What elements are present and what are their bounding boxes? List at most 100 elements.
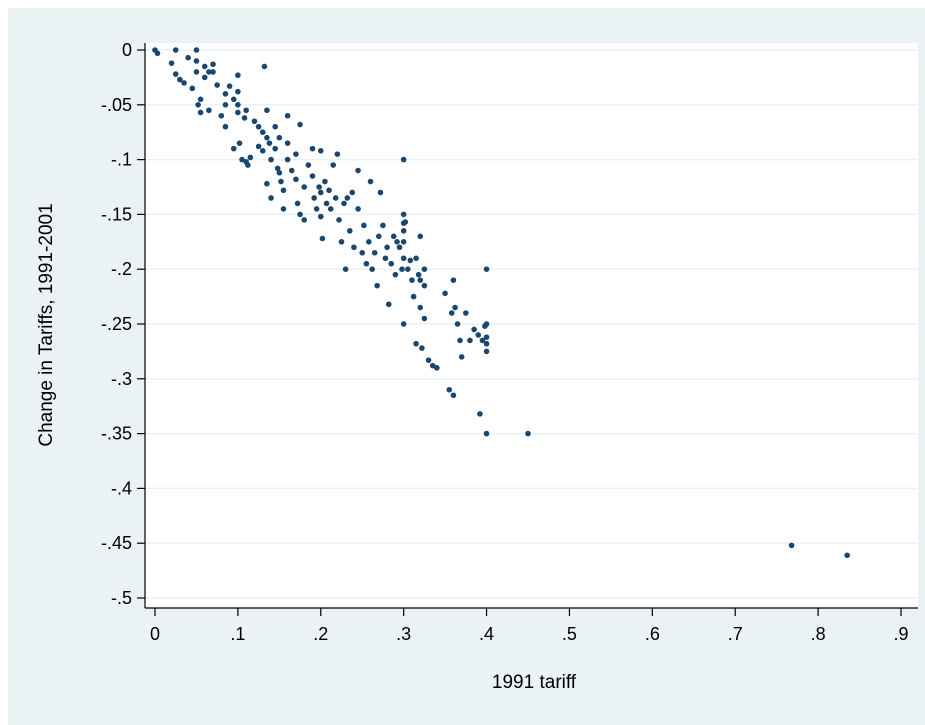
data-point (319, 235, 326, 242)
data-point (214, 82, 220, 88)
data-point (264, 134, 270, 141)
data-point (206, 69, 212, 75)
data-point (385, 301, 392, 308)
data-point (369, 266, 375, 273)
y-axis-ticks: 0 -.05 -.1 -.15 -.2 -.25 -.3 -.35 -.4 -.45 -.5 (101, 40, 145, 608)
data-point (454, 321, 461, 327)
data-point (359, 249, 366, 256)
plot-area (145, 43, 918, 608)
data-point (388, 260, 395, 267)
data-point (255, 123, 262, 130)
data-point (154, 50, 161, 57)
data-point (483, 321, 490, 327)
data-point (210, 69, 216, 75)
data-point (417, 304, 424, 311)
data-point (268, 195, 274, 201)
data-point (396, 244, 403, 251)
data-point (297, 121, 303, 128)
data-point (400, 211, 407, 218)
data-point (326, 187, 332, 194)
data-point (168, 60, 175, 66)
data-point (336, 217, 342, 223)
data-point (374, 282, 380, 289)
data-point (243, 107, 249, 114)
data-point (185, 54, 191, 61)
data-point (245, 162, 251, 168)
x-axis-title: 1991 tariff (492, 672, 577, 693)
scatter-chart: 0 -.05 -.1 -.15 -.2 -.25 -.3 -.35 -.4 -.45 -.5 0 .1… (36, 40, 918, 693)
data-point (450, 392, 457, 399)
data-point (317, 148, 324, 154)
y-tick-label: -.05 (101, 95, 132, 115)
y-tick-label: -.45 (101, 533, 132, 553)
data-point (483, 266, 490, 273)
data-point (477, 411, 483, 417)
data-point (341, 200, 347, 207)
data-point (327, 206, 334, 212)
data-point (413, 340, 419, 347)
data-point (483, 334, 490, 340)
data-point (195, 102, 201, 108)
data-point (377, 189, 384, 196)
data-point (448, 310, 455, 316)
data-point (400, 228, 407, 234)
data-point (442, 290, 448, 297)
data-point (367, 178, 374, 185)
data-point (239, 156, 245, 163)
data-point (284, 112, 291, 119)
data-point (230, 145, 237, 152)
data-point (278, 178, 284, 185)
data-point (463, 310, 469, 316)
data-point (338, 239, 345, 245)
data-point (259, 148, 266, 154)
data-point (293, 151, 299, 157)
x-tick-label: .3 (396, 624, 411, 644)
data-point (266, 140, 273, 146)
data-point (409, 277, 415, 283)
data-point (434, 365, 440, 371)
data-point (301, 217, 308, 223)
y-tick-label: -.25 (101, 314, 132, 334)
data-point (309, 145, 316, 152)
data-point (400, 321, 407, 327)
data-point (475, 332, 482, 338)
y-axis-title: Change in Tariffs, 1991-2001 (36, 203, 57, 446)
data-point (483, 348, 490, 355)
y-tick-label: -.35 (101, 424, 132, 444)
data-point (402, 219, 409, 225)
data-point (417, 233, 424, 240)
data-point (235, 88, 241, 95)
data-point (349, 189, 356, 196)
data-point (425, 357, 432, 363)
x-tick-label: .5 (562, 624, 577, 644)
data-point (189, 85, 196, 92)
data-point (400, 239, 407, 245)
data-point (268, 156, 274, 163)
data-point (332, 195, 339, 201)
data-point (384, 244, 390, 251)
data-point (264, 107, 270, 114)
data-point (317, 213, 324, 220)
data-point (226, 83, 233, 89)
data-point (457, 337, 463, 344)
data-point (235, 72, 241, 79)
data-point (261, 63, 268, 70)
data-point (483, 430, 490, 437)
data-point (344, 195, 351, 201)
data-point (407, 257, 414, 264)
data-point (222, 123, 229, 130)
x-tick-label: .4 (479, 624, 494, 644)
data-point (844, 552, 850, 559)
data-point (276, 169, 283, 176)
data-point (788, 542, 795, 549)
data-point (419, 345, 425, 351)
y-tick-label: -.4 (111, 478, 132, 498)
data-point (222, 102, 229, 108)
data-point (400, 156, 407, 163)
data-point (255, 143, 262, 150)
data-point (355, 167, 361, 174)
data-point (197, 109, 204, 116)
data-point (413, 255, 419, 262)
data-point (417, 277, 424, 283)
data-point (323, 200, 330, 207)
